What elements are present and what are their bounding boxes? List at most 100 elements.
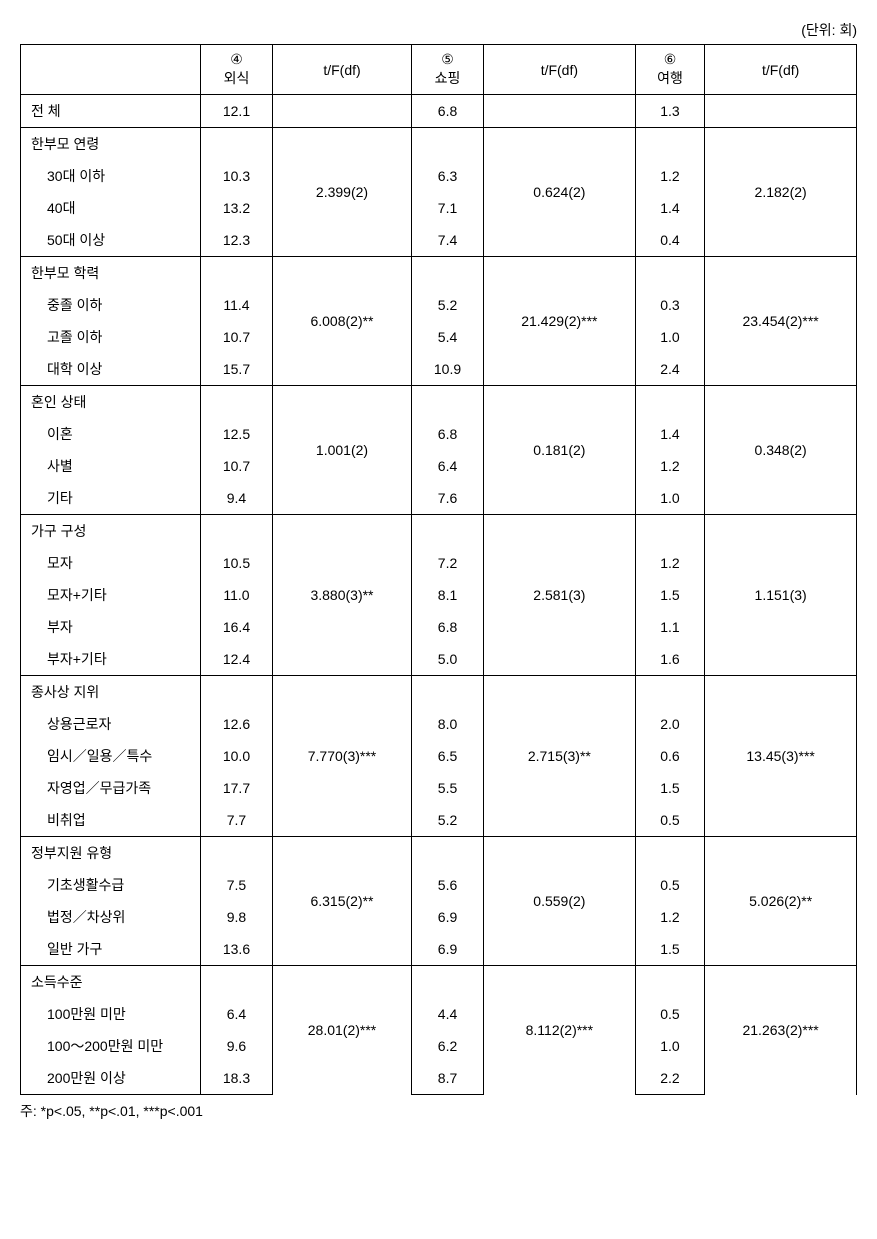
row-c2: 5.5 [412,772,484,804]
group-c1-blank [201,676,273,709]
row-c3: 0.6 [635,740,705,772]
group-c1-blank [201,386,273,419]
row-label: 모자+기타 [21,579,201,611]
header-col3-num: ⑥ [644,51,697,68]
row-c1: 6.4 [201,998,273,1030]
group-stat1: 2.399(2) [272,128,411,257]
row-c1: 10.7 [201,321,273,353]
group-c3-blank [635,837,705,870]
group-header: 혼인 상태1.001(2)0.181(2)0.348(2) [21,386,857,419]
header-col3: ⑥ 여행 [635,45,705,95]
row-label: 100～200만원 미만 [21,1030,201,1062]
group-c2-blank [412,257,484,290]
group-stat3: 13.45(3)*** [705,676,857,837]
row-c3: 1.0 [635,321,705,353]
total-s3 [705,95,857,128]
row-label: 중졸 이하 [21,289,201,321]
header-col2-num: ⑤ [420,51,475,68]
row-c3: 1.6 [635,643,705,676]
group-stat3: 0.348(2) [705,386,857,515]
group-stat3: 2.182(2) [705,128,857,257]
group-stat2: 2.581(3) [484,515,636,676]
row-label: 자영업／무급가족 [21,772,201,804]
total-c1: 12.1 [201,95,273,128]
group-header: 가구 구성3.880(3)**2.581(3)1.151(3) [21,515,857,548]
row-c3: 2.0 [635,708,705,740]
group-header: 정부지원 유형6.315(2)**0.559(2)5.026(2)** [21,837,857,870]
group-stat2: 0.559(2) [484,837,636,966]
group-c1-blank [201,257,273,290]
group-stat1: 7.770(3)*** [272,676,411,837]
group-c1-blank [201,515,273,548]
row-c1: 18.3 [201,1062,273,1095]
row-c3: 2.2 [635,1062,705,1095]
row-c3: 1.0 [635,1030,705,1062]
row-label: 기타 [21,482,201,515]
row-c3: 1.5 [635,579,705,611]
total-s1 [272,95,411,128]
row-c2: 4.4 [412,998,484,1030]
row-c1: 10.5 [201,547,273,579]
group-stat2: 21.429(2)*** [484,257,636,386]
row-label: 일반 가구 [21,933,201,966]
row-c3: 1.5 [635,933,705,966]
row-c1: 12.3 [201,224,273,257]
row-c1: 12.5 [201,418,273,450]
row-c1: 9.6 [201,1030,273,1062]
group-c1-blank [201,837,273,870]
header-row: ④ 외식 t/F(df) ⑤ 쇼핑 t/F(df) ⑥ 여행 t/F(df) [21,45,857,95]
row-c1: 12.4 [201,643,273,676]
group-title: 정부지원 유형 [21,837,201,870]
header-col1-label: 외식 [224,70,250,86]
header-col3-stat: t/F(df) [705,45,857,95]
group-stat3: 5.026(2)** [705,837,857,966]
row-c2: 7.2 [412,547,484,579]
row-c1: 9.8 [201,901,273,933]
group-title: 종사상 지위 [21,676,201,709]
group-c3-blank [635,386,705,419]
row-c1: 11.4 [201,289,273,321]
row-label: 대학 이상 [21,353,201,386]
row-c2: 8.1 [412,579,484,611]
row-c3: 0.5 [635,804,705,837]
row-label: 부자 [21,611,201,643]
group-header: 한부모 학력6.008(2)**21.429(2)***23.454(2)*** [21,257,857,290]
row-c2: 6.8 [412,611,484,643]
row-label: 이혼 [21,418,201,450]
group-stat3: 21.263(2)*** [705,966,857,1095]
row-c3: 0.4 [635,224,705,257]
group-stat1: 6.008(2)** [272,257,411,386]
row-c3: 1.5 [635,772,705,804]
group-stat2: 2.715(3)** [484,676,636,837]
row-c1: 10.0 [201,740,273,772]
row-label: 부자+기타 [21,643,201,676]
row-label: 기초생활수급 [21,869,201,901]
row-c2: 5.0 [412,643,484,676]
row-label: 50대 이상 [21,224,201,257]
header-col1-stat: t/F(df) [272,45,411,95]
row-c2: 6.9 [412,901,484,933]
group-header: 종사상 지위7.770(3)***2.715(3)**13.45(3)*** [21,676,857,709]
group-header: 소득수준28.01(2)***8.112(2)***21.263(2)*** [21,966,857,999]
row-c2: 6.3 [412,160,484,192]
row-c2: 5.2 [412,289,484,321]
row-label: 임시／일용／특수 [21,740,201,772]
group-stat1: 28.01(2)*** [272,966,411,1095]
row-c2: 6.5 [412,740,484,772]
group-title: 한부모 연령 [21,128,201,161]
group-c2-blank [412,837,484,870]
group-stat2: 0.181(2) [484,386,636,515]
group-c3-blank [635,676,705,709]
row-c2: 8.0 [412,708,484,740]
row-c2: 5.6 [412,869,484,901]
group-stat1: 1.001(2) [272,386,411,515]
total-row: 전 체12.16.81.3 [21,95,857,128]
group-c2-blank [412,966,484,999]
row-c2: 10.9 [412,353,484,386]
header-col1-num: ④ [209,51,264,68]
row-c2: 7.1 [412,192,484,224]
group-stat1: 3.880(3)** [272,515,411,676]
total-c2: 6.8 [412,95,484,128]
group-c2-blank [412,515,484,548]
row-c1: 12.6 [201,708,273,740]
